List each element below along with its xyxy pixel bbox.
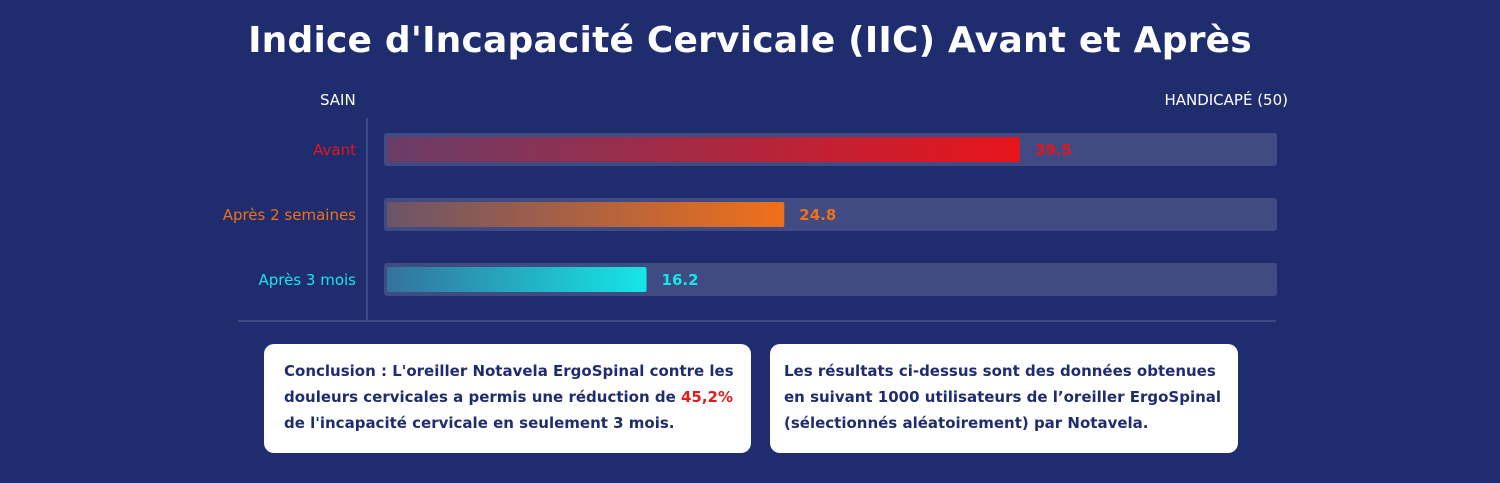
- source-note-box: Les résultats ci-dessus sont des données…: [770, 344, 1238, 453]
- category-label-apres-3-mois: Après 3 mois: [258, 271, 356, 289]
- bar-apres-2-semaines: [387, 202, 785, 227]
- value-label-apres-3-mois: 16.2: [662, 271, 699, 289]
- value-label-avant: 39.5: [1035, 141, 1072, 159]
- value-label-apres-2-semaines: 24.8: [799, 206, 836, 224]
- bar-chart: Avant 39.5 Après 2 semaines 24.8 Après 3 moi…: [223, 118, 1277, 322]
- reduction-percentage: 45,2%: [680, 388, 734, 406]
- category-label-apres-2-semaines: Après 2 semaines: [223, 206, 356, 224]
- bar-avant: [387, 137, 1020, 162]
- conclusion-text-before: Conclusion : L'oreiller Notavela ErgoSpi…: [284, 362, 734, 406]
- conclusion-text-after: de l'incapacité cervicale en seulement 3…: [284, 414, 675, 432]
- conclusion-box: Conclusion : L'oreiller Notavela ErgoSpi…: [264, 344, 751, 453]
- source-note-text: Les résultats ci-dessus sont des données…: [784, 362, 1222, 432]
- scale-min-label: SAIN: [320, 91, 356, 109]
- scale-max-label: HANDICAPÉ (50): [1164, 91, 1288, 109]
- bar-apres-3-mois: [387, 267, 647, 292]
- category-label-avant: Avant: [313, 141, 356, 159]
- chart-title: Indice d'Incapacité Cervicale (IIC) Avan…: [248, 20, 1252, 61]
